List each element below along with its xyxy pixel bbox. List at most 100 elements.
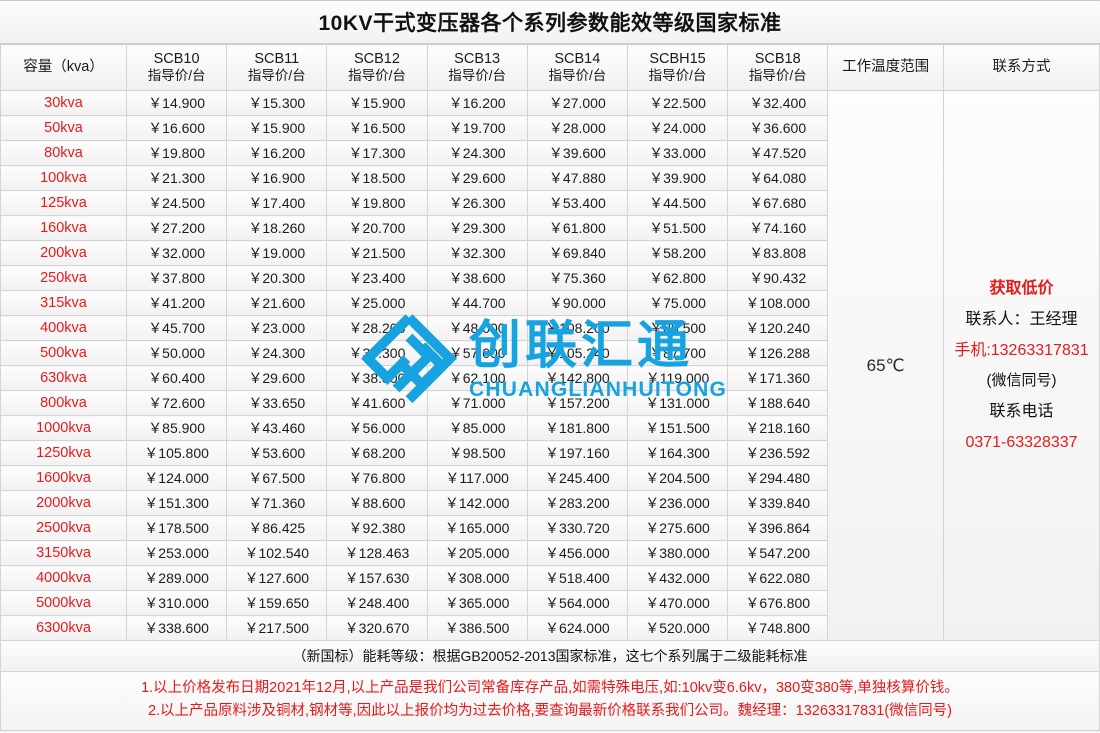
price-cell: ￥142.800	[526, 365, 628, 391]
price-cell: ￥33.650	[226, 390, 328, 416]
capacity-cell: 500kva	[0, 340, 127, 366]
capacity-cell: 1250kva	[0, 440, 127, 466]
price-cell: ￥20.700	[326, 215, 428, 241]
price-cell: ￥105.800	[125, 440, 228, 466]
price-cell: ￥29.600	[226, 365, 328, 391]
price-cell: ￥75.000	[626, 290, 729, 316]
price-cell: ￥432.000	[626, 565, 729, 591]
price-cell: ￥88.600	[326, 490, 428, 516]
price-cell: ￥142.000	[426, 490, 528, 516]
price-cell: ￥253.000	[125, 540, 228, 566]
column-header-main: SCB11	[254, 51, 300, 67]
price-cell: ￥275.600	[626, 515, 729, 541]
price-cell: ￥75.360	[526, 265, 628, 291]
price-cell: ￥39.900	[626, 165, 729, 191]
price-cell: ￥102.540	[226, 540, 328, 566]
table-row: 100kva ￥21.300 ￥16.900 ￥18.500 ￥29.600 ￥47.88…	[0, 165, 1100, 191]
column-header-main: 容量（kva）	[23, 59, 104, 76]
price-cell: ￥20.300	[226, 265, 328, 291]
price-cell: ￥36.600	[727, 115, 829, 141]
price-cell: ￥520.000	[626, 615, 729, 641]
price-cell: ￥88.500	[626, 315, 729, 341]
table-row: 160kva ￥27.200 ￥18.260 ￥20.700 ￥29.300 ￥61.80…	[0, 215, 1100, 241]
capacity-cell: 1600kva	[0, 465, 127, 491]
price-cell: ￥29.300	[426, 215, 528, 241]
price-cell: ￥17.400	[226, 190, 328, 216]
contact-person: 联系人：王经理	[965, 311, 1078, 329]
price-cell: ￥21.600	[226, 290, 328, 316]
price-cell: ￥308.000	[426, 565, 528, 591]
column-header-sub: 指导价/台	[548, 68, 607, 84]
column-header-main: SCB14	[554, 51, 601, 67]
price-cell: ￥67.500	[226, 465, 328, 491]
price-cell: ￥61.800	[526, 215, 628, 241]
price-cell: ￥53.600	[226, 440, 328, 466]
price-cell: ￥131.000	[626, 390, 729, 416]
table-header: 容量（kva） SCB10 指导价/台 SCB11 指导价/台 SCB12 指导价/台 SCB…	[0, 44, 1100, 91]
price-cell: ￥37.800	[125, 265, 228, 291]
column-header-0: 容量（kva）	[0, 44, 127, 91]
price-cell: ￥178.500	[125, 515, 228, 541]
price-cell: ￥51.500	[626, 215, 729, 241]
price-cell: ￥283.200	[526, 490, 628, 516]
price-cell: ￥62.100	[426, 365, 528, 391]
column-header-sub: 指导价/台	[147, 68, 206, 84]
table-row: 250kva ￥37.800 ￥20.300 ￥23.400 ￥38.600 ￥75.36…	[0, 265, 1100, 291]
capacity-cell: 2000kva	[0, 490, 127, 516]
price-cell: ￥365.000	[426, 590, 528, 616]
price-cell: ￥126.288	[727, 340, 829, 366]
price-cell: ￥16.200	[226, 140, 328, 166]
price-cell: ￥24.300	[226, 340, 328, 366]
capacity-cell: 3150kva	[0, 540, 127, 566]
price-cell: ￥19.000	[226, 240, 328, 266]
table-row: 5000kva ￥310.000 ￥159.650 ￥248.400 ￥365.000 ￥…	[0, 590, 1100, 616]
price-cell: ￥120.240	[727, 315, 829, 341]
standard-note-text: （新国标）能耗等级：根据GB20052-2013国家标准，这七个系列属于二级能耗…	[292, 648, 808, 664]
price-cell: ￥188.640	[727, 390, 829, 416]
capacity-cell: 5000kva	[0, 590, 127, 616]
price-cell: ￥171.360	[727, 365, 829, 391]
table-row: 125kva ￥24.500 ￥17.400 ￥19.800 ￥26.300 ￥53.40…	[0, 190, 1100, 216]
price-cell: ￥289.000	[125, 565, 228, 591]
price-cell: ￥205.000	[426, 540, 528, 566]
price-cell: ￥69.840	[526, 240, 628, 266]
price-cell: ￥16.200	[426, 90, 528, 116]
price-cell: ￥56.000	[326, 415, 428, 441]
price-cell: ￥14.900	[125, 90, 228, 116]
price-cell: ￥28.000	[526, 115, 628, 141]
price-cell: ￥164.300	[626, 440, 729, 466]
capacity-cell: 2500kva	[0, 515, 127, 541]
table-row: 1600kva ￥124.000 ￥67.500 ￥76.800 ￥117.000 ￥24…	[0, 465, 1100, 491]
price-cell: ￥71.000	[426, 390, 528, 416]
price-cell: ￥71.360	[226, 490, 328, 516]
footer-note-1: 1.以上价格发布日期2021年12月,以上产品是我们公司常备库存产品,如需特殊电…	[141, 680, 959, 696]
price-cell: ￥19.700	[426, 115, 528, 141]
contact-mobile[interactable]: 手机:13263317831	[954, 342, 1089, 360]
column-header-8: 工作温度范围	[827, 44, 944, 91]
price-cell: ￥386.500	[426, 615, 528, 641]
price-cell: ￥43.460	[226, 415, 328, 441]
capacity-cell: 800kva	[0, 390, 127, 416]
price-cell: ￥117.000	[426, 465, 528, 491]
footer-note-2: 2.以上产品原料涉及铜材,钢材等,因此以上报价均为过去价格,要查询最新价格联系我…	[147, 703, 953, 720]
price-cell: ￥60.400	[125, 365, 228, 391]
capacity-cell: 4000kva	[0, 565, 127, 591]
price-cell: ￥338.600	[125, 615, 228, 641]
capacity-cell: 30kva	[0, 90, 127, 116]
price-cell: ￥217.500	[226, 615, 328, 641]
contact-tel[interactable]: 0371-63328337	[965, 433, 1078, 451]
column-header-main: 联系方式	[992, 59, 1051, 76]
price-cell: ￥157.630	[326, 565, 428, 591]
capacity-cell: 1000kva	[0, 415, 127, 441]
price-cell: ￥24.300	[426, 140, 528, 166]
price-cell: ￥58.200	[626, 240, 729, 266]
table-row: 30kva ￥14.900 ￥15.300 ￥15.900 ￥16.200 ￥27.000…	[0, 90, 1100, 641]
price-cell: ￥622.080	[727, 565, 829, 591]
price-cell: ￥159.650	[226, 590, 328, 616]
capacity-cell: 125kva	[0, 190, 127, 216]
get-low-price-label: 获取低价	[989, 279, 1054, 297]
price-cell: ￥32.400	[727, 90, 829, 116]
price-cell: ￥151.300	[125, 490, 228, 516]
price-cell: ￥85.900	[125, 415, 228, 441]
column-header-sub: 指导价/台	[448, 68, 507, 84]
